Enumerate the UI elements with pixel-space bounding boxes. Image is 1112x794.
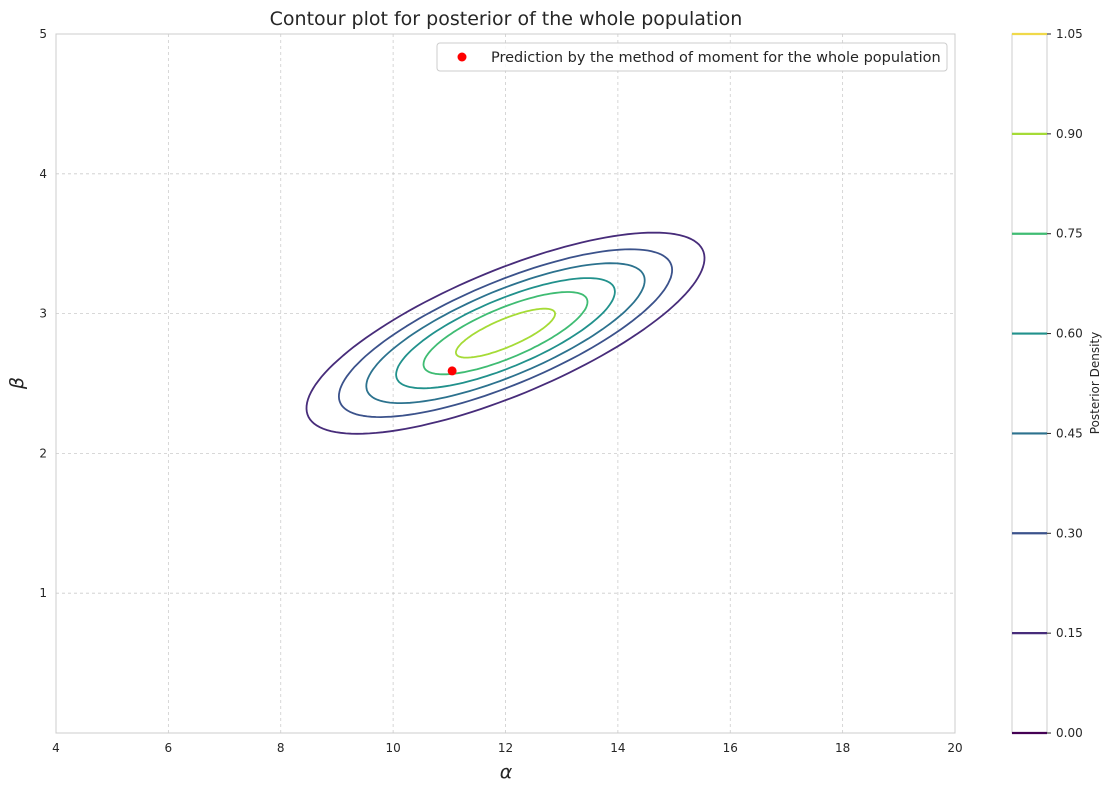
colorbar-tick-label: 0.90 [1056, 127, 1083, 141]
contour-line-0_3 [338, 248, 673, 418]
colorbar-label: Posterior Density [1088, 332, 1102, 434]
colorbar-tick-label: 0.00 [1056, 726, 1083, 740]
x-tick-label: 4 [52, 741, 60, 755]
x-axis-ticks: 4 6 8 10 12 14 16 18 20 [52, 741, 962, 755]
x-tick-label: 6 [165, 741, 173, 755]
y-axis-ticks: 1 2 3 4 5 [39, 27, 47, 600]
colorbar-tick-label: 0.75 [1056, 227, 1083, 241]
moment-prediction-point [447, 366, 457, 376]
x-tick-label: 20 [947, 741, 962, 755]
x-tick-label: 8 [277, 741, 285, 755]
colorbar-tick-label: 0.60 [1056, 327, 1083, 341]
chart-title: Contour plot for posterior of the whole … [270, 8, 743, 30]
colorbar-frame [1011, 33, 1048, 734]
grid-layer [56, 34, 955, 733]
plot-frame [55, 33, 956, 734]
contour-line-0_75 [422, 291, 589, 376]
x-tick-label: 10 [385, 741, 400, 755]
x-axis-label: α [500, 761, 513, 783]
legend-marker [457, 52, 467, 62]
point-layer [447, 366, 457, 376]
contour-line-0_45 [365, 262, 646, 404]
colorbar-tick-label: 0.30 [1056, 526, 1083, 540]
x-tick-label: 16 [723, 741, 738, 755]
contour-line-0_9 [455, 307, 556, 359]
colorbar-levels: 0.00 0.15 0.30 0.45 0.60 0.75 0.90 1.05 [1012, 27, 1083, 740]
x-tick-label: 14 [610, 741, 625, 755]
colorbar-tick-label: 0.15 [1056, 626, 1083, 640]
contour-layer [305, 231, 706, 435]
y-tick-label: 2 [39, 446, 47, 460]
x-tick-label: 18 [835, 741, 850, 755]
y-tick-label: 5 [39, 27, 47, 41]
y-tick-label: 4 [39, 167, 47, 181]
x-tick-label: 12 [498, 741, 513, 755]
legend-box [436, 42, 948, 72]
colorbar: 0.00 0.15 0.30 0.45 0.60 0.75 0.90 1.05 Posteri… [1011, 27, 1102, 740]
colorbar-tick-label: 1.05 [1056, 27, 1083, 41]
y-tick-label: 1 [39, 586, 47, 600]
y-axis-label: β [6, 377, 28, 390]
y-tick-label: 3 [39, 307, 47, 321]
contour-line-0_15 [305, 231, 706, 435]
legend: Prediction by the method of moment for t… [436, 42, 948, 72]
contour-line-0_6 [395, 277, 616, 390]
legend-label: Prediction by the method of moment for t… [491, 50, 941, 66]
colorbar-tick-label: 0.45 [1056, 426, 1083, 440]
